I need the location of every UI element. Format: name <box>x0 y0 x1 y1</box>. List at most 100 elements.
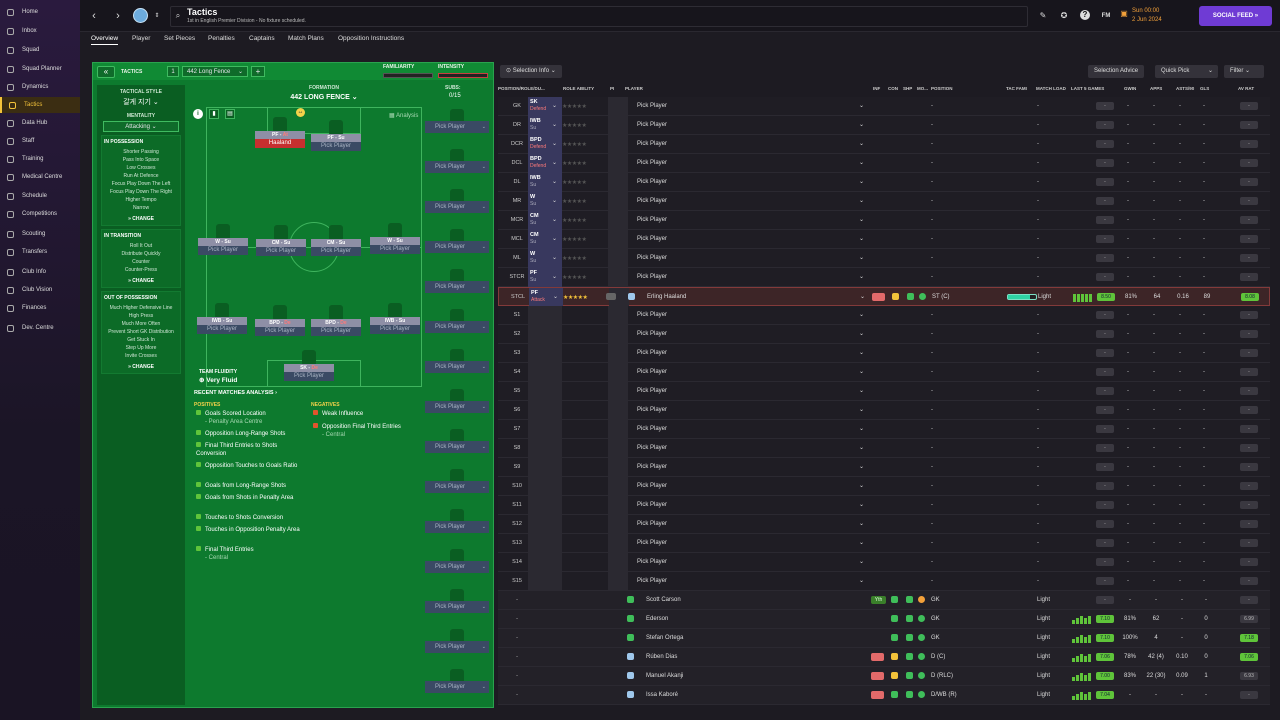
column-header[interactable]: ROLE ABILITY <box>563 86 595 91</box>
player-chevron-icon[interactable]: ⌄ <box>859 578 865 584</box>
player-name[interactable]: Issa Kaboré <box>646 692 679 698</box>
role-chevron-icon[interactable]: ⌄ <box>553 294 559 300</box>
column-header[interactable]: INF <box>873 86 881 91</box>
pick-player-select[interactable]: Pick Player <box>637 198 668 204</box>
search-box[interactable] <box>170 6 1028 27</box>
sub-slot[interactable]: Pick Player ⌄ <box>425 161 489 173</box>
swap-icon[interactable]: ↔ <box>296 108 305 117</box>
help-icon[interactable]: ? <box>1080 10 1090 20</box>
table-row[interactable]: S3 Pick Player ⌄ - - - - - - - - <box>498 344 1270 363</box>
table-row[interactable]: S11 Pick Player ⌄ - - - - - - - - <box>498 496 1270 515</box>
player-name[interactable]: Manuel Akanji <box>646 673 684 679</box>
player-name[interactable]: Rúben Dias <box>646 654 678 660</box>
table-row[interactable]: MR W Su ⌄ ★★★★★ Pick Player ⌄ - - - - - - - - <box>498 192 1270 211</box>
player-chevron-icon[interactable]: ⌄ <box>859 521 865 527</box>
pick-player-select[interactable]: Pick Player <box>637 179 668 185</box>
tab-overview[interactable]: Overview <box>91 35 119 45</box>
forward-button[interactable]: › <box>116 10 120 22</box>
slot-role[interactable]: W <box>530 251 536 257</box>
sidebar-item-schedule[interactable]: Schedule <box>0 188 80 204</box>
player-name[interactable]: Scott Carson <box>646 597 681 603</box>
slot-role[interactable]: BPD <box>530 156 542 162</box>
tab-match-plans[interactable]: Match Plans <box>288 35 324 42</box>
mentality-select[interactable]: Attacking ⌄ <box>103 121 179 132</box>
player-chevron-icon[interactable]: ⌄ <box>859 350 865 356</box>
player-chevron-icon[interactable]: ⌄ <box>859 236 865 242</box>
sidebar-item-dynamics[interactable]: Dynamics <box>0 79 80 95</box>
column-header[interactable]: AV RAT <box>1238 86 1255 91</box>
slot-role[interactable]: IWB <box>530 175 541 181</box>
sidebar-item-finances[interactable]: Finances <box>0 300 80 316</box>
pick-player-select[interactable]: Pick Player <box>637 331 668 337</box>
pick-player-select[interactable]: Pick Player <box>637 255 668 261</box>
edit-icon[interactable]: ✎ <box>1039 11 1047 20</box>
position-card[interactable]: CM - Su Pick Player <box>256 239 306 256</box>
pick-player-select[interactable]: Pick Player <box>637 160 668 166</box>
table-row[interactable]: S10 Pick Player ⌄ - - - - - - - - <box>498 477 1270 496</box>
player-chevron-icon[interactable]: ⌄ <box>859 198 865 204</box>
club-crest-icon[interactable] <box>133 8 148 23</box>
column-header[interactable]: GWIN <box>1124 86 1137 91</box>
role-chevron-icon[interactable]: ⌄ <box>552 217 558 223</box>
sub-slot[interactable]: Pick Player ⌄ <box>425 561 489 573</box>
table-row[interactable]: DCR BPD Defend ⌄ ★★★★★ Pick Player ⌄ - - - - - - - - <box>498 135 1270 154</box>
slot-role[interactable]: CM <box>530 213 539 219</box>
instructions-icon[interactable]: i <box>193 109 203 119</box>
role-chevron-icon[interactable]: ⌄ <box>552 122 558 128</box>
player-instructions-icon[interactable] <box>606 293 616 300</box>
position-player-select[interactable]: Pick Player <box>311 327 361 336</box>
pick-player-select[interactable]: Pick Player <box>637 103 668 109</box>
tab-captains[interactable]: Captains <box>249 35 275 42</box>
position-player-select[interactable]: Pick Player <box>311 247 361 256</box>
position-card[interactable]: W - Su Pick Player <box>198 238 248 255</box>
table-row[interactable]: S2 Pick Player ⌄ - - - - - - - - <box>498 325 1270 344</box>
sidebar-item-inbox[interactable]: Inbox <box>0 23 80 39</box>
analysis-toggle[interactable]: ▦ Analysis <box>389 113 419 119</box>
sidebar-item-home[interactable]: Home <box>0 4 80 20</box>
sidebar-item-squad-planner[interactable]: Squad Planner <box>0 61 80 77</box>
pick-player-select[interactable]: Pick Player <box>637 407 668 413</box>
player-chevron-icon[interactable]: ⌄ <box>859 312 865 318</box>
pick-player-select[interactable]: Pick Player <box>637 388 668 394</box>
reserve-row[interactable]: - Scott Carson Yth GK Light - - - - - - <box>498 591 1270 610</box>
table-row[interactable]: S9 Pick Player ⌄ - - - - - - - - <box>498 458 1270 477</box>
pick-player-select[interactable]: Pick Player <box>637 426 668 432</box>
player-chevron-icon[interactable]: ⌄ <box>859 407 865 413</box>
sidebar-item-training[interactable]: Training <box>0 151 80 167</box>
column-header[interactable]: PLAYER <box>625 86 643 91</box>
player-chevron-icon[interactable]: ⌄ <box>859 540 865 546</box>
stats-icon[interactable]: ▮ <box>209 109 219 119</box>
player-chevron-icon[interactable]: ⌄ <box>859 426 865 432</box>
sub-slot[interactable]: Pick Player ⌄ <box>425 521 489 533</box>
role-chevron-icon[interactable]: ⌄ <box>552 160 558 166</box>
player-chevron-icon[interactable]: ⌄ <box>859 103 865 109</box>
pick-player-select[interactable]: Pick Player <box>637 217 668 223</box>
tab-set-pieces[interactable]: Set Pieces <box>164 35 196 42</box>
pick-player-select[interactable]: Pick Player <box>637 350 668 356</box>
position-card[interactable]: W - Su Pick Player <box>370 237 420 254</box>
slot-role[interactable]: PF <box>531 290 539 296</box>
back-button[interactable]: ‹ <box>92 10 96 22</box>
pick-player-select[interactable]: Pick Player <box>637 369 668 375</box>
sidebar-item-scouting[interactable]: Scouting <box>0 226 80 242</box>
filter-button[interactable]: Filter ⌄ <box>1224 65 1264 78</box>
player-chevron-icon[interactable]: ⌄ <box>859 464 865 470</box>
player-chevron-icon[interactable]: ⌄ <box>859 141 865 147</box>
role-chevron-icon[interactable]: ⌄ <box>552 198 558 204</box>
social-feed-button[interactable]: SOCIAL FEED » <box>1199 6 1272 26</box>
sub-slot[interactable]: Pick Player ⌄ <box>425 601 489 613</box>
pick-player-select[interactable]: Pick Player <box>637 312 668 318</box>
position-player-select[interactable]: Pick Player <box>284 372 334 381</box>
position-player-select[interactable]: Pick Player <box>197 325 247 334</box>
player-chevron-icon[interactable]: ⌄ <box>859 369 865 375</box>
reserve-row[interactable]: - Manuel Akanji D (RLC) Light 7.00 83% 22 (30)… <box>498 667 1270 686</box>
position-player-select[interactable]: Pick Player <box>370 325 420 334</box>
column-header[interactable]: ASTS/90 <box>1176 86 1195 91</box>
table-row[interactable]: S4 Pick Player ⌄ - - - - - - - - <box>498 363 1270 382</box>
column-header[interactable]: CON <box>888 86 898 91</box>
table-row[interactable]: DL IWB Su ⌄ ★★★★★ Pick Player ⌄ - - - - - - - - <box>498 173 1270 192</box>
in-transition-change-button[interactable]: » CHANGE <box>128 278 154 284</box>
sidebar-item-club-vision[interactable]: Club Vision <box>0 282 80 298</box>
sidebar-item-tactics[interactable]: Tactics <box>0 97 80 113</box>
table-row[interactable]: ML W Su ⌄ ★★★★★ Pick Player ⌄ - - - - - - - - <box>498 249 1270 268</box>
